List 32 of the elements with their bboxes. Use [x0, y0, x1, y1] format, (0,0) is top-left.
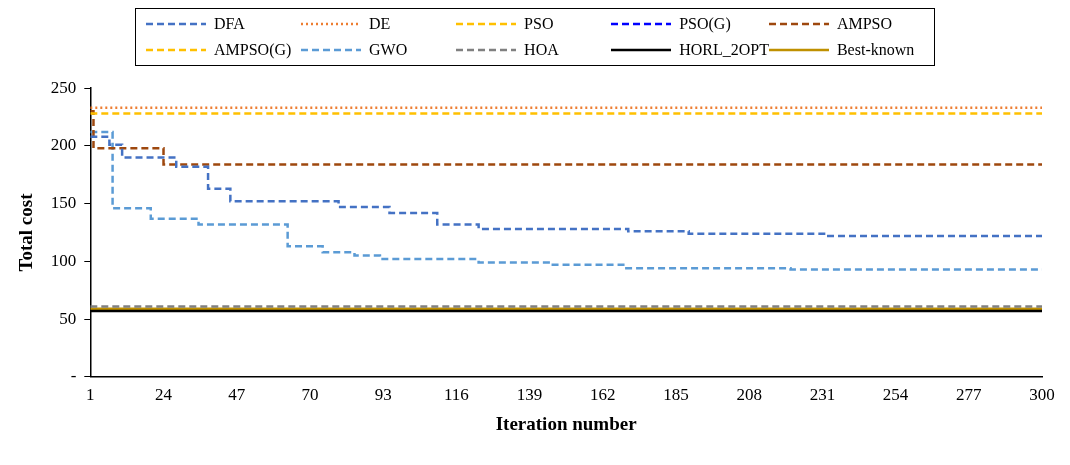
x-tick-label: 93 — [374, 385, 392, 405]
x-tick-label: 116 — [443, 385, 469, 405]
y-tick-label: 150 — [50, 193, 77, 213]
x-tick-label: 162 — [590, 385, 616, 405]
x-tick-label: 300 — [1029, 385, 1055, 405]
y-tick-label: 100 — [50, 250, 77, 270]
x-tick-label: 70 — [301, 385, 319, 405]
y-tick-label: - — [70, 366, 77, 386]
legend-label: HORL_2OPT — [679, 41, 769, 59]
x-tick-label: 208 — [736, 385, 762, 405]
x-tick-label: 231 — [809, 385, 836, 405]
y-tick-label: 200 — [50, 135, 77, 155]
legend-label: DE — [369, 15, 391, 33]
legend-label: PSO(G) — [679, 15, 731, 33]
legend-label: DFA — [214, 15, 245, 33]
legend-label: AMPSO — [836, 15, 893, 33]
x-tick-label: 47 — [228, 385, 246, 405]
x-tick-label: 1 — [86, 385, 95, 405]
legend-label: PSO — [524, 15, 554, 33]
legend-label: Best-known — [836, 41, 915, 59]
x-tick-label: 24 — [155, 385, 173, 405]
x-tick-label: 139 — [516, 385, 543, 405]
y-tick-label: 250 — [50, 77, 77, 97]
x-axis-title: Iteration number — [495, 412, 638, 434]
x-tick-label: 185 — [663, 385, 689, 405]
legend-label: AMPSO(G) — [214, 41, 292, 59]
legend-label: HOA — [524, 41, 559, 59]
y-tick-label: 50 — [59, 308, 77, 328]
y-axis-title: Total cost — [15, 192, 37, 272]
x-tick-label: 277 — [956, 385, 983, 405]
x-tick-label: 254 — [882, 385, 909, 405]
legend-label: GWO — [369, 41, 408, 59]
